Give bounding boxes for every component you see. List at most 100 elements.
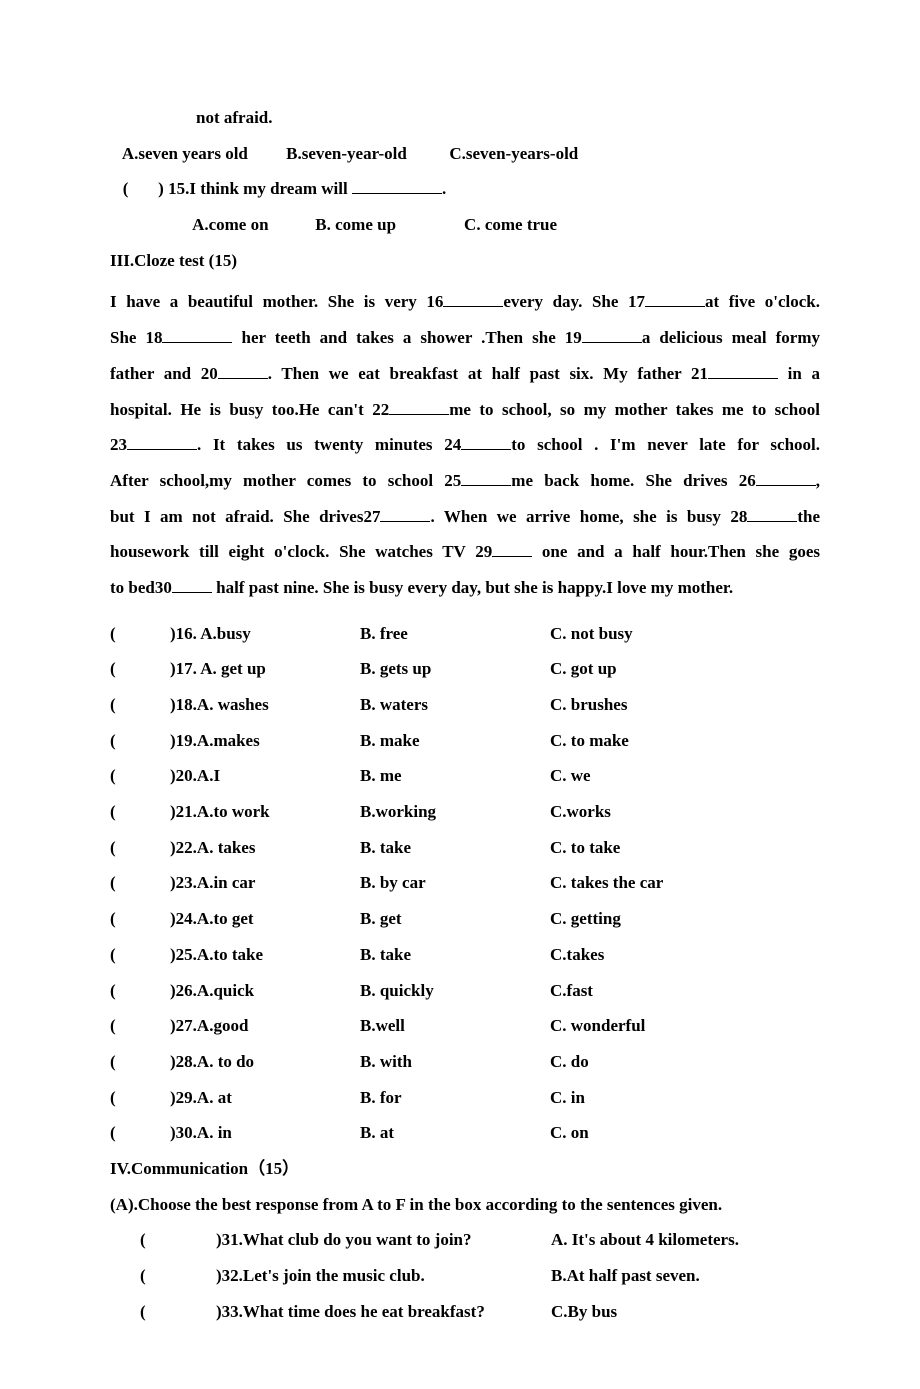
p-l8b: one and a half hour.Then she goes [532, 542, 820, 561]
answer-blank[interactable] [128, 1008, 170, 1044]
option-a: )18.A. washes [170, 687, 360, 723]
option-a: )28.A. to do [170, 1044, 360, 1080]
option-c: C.takes [550, 937, 604, 973]
answer-blank[interactable] [158, 1258, 216, 1294]
fragment-not-afraid: not afraid. [110, 100, 820, 136]
open-paren: ( [110, 651, 128, 687]
p-l3c: in a [778, 364, 820, 383]
q14-c: C.seven-years-old [449, 144, 578, 163]
p-l7b: . When we arrive home, she is busy 28 [430, 507, 747, 526]
open-paren: ( [110, 616, 128, 652]
p-l4a: hospital. He is busy too.He can't 22 [110, 400, 389, 419]
answer-blank[interactable] [128, 687, 170, 723]
option-b: B. make [360, 723, 550, 759]
blank-27[interactable] [380, 521, 430, 522]
blank-30[interactable] [172, 592, 212, 593]
section-iii-title: III.Cloze test (15) [110, 243, 820, 279]
answer-blank[interactable] [128, 830, 170, 866]
blank-28[interactable] [747, 521, 797, 522]
p-l7c: the [797, 507, 820, 526]
blank-22[interactable] [389, 414, 449, 415]
blank-20[interactable] [218, 378, 268, 379]
option-b: B. waters [360, 687, 550, 723]
q15-prefix: ( ) 15.I think my dream will [123, 179, 352, 198]
option-b: B. by car [360, 865, 550, 901]
option-c: C. wonderful [550, 1008, 645, 1044]
p-l6c: , [816, 471, 820, 490]
answer-blank[interactable] [128, 1044, 170, 1080]
option-b: B.well [360, 1008, 550, 1044]
option-c: C. brushes [550, 687, 627, 723]
open-paren: ( [110, 901, 128, 937]
section-iv-title: IV.Communication（15） [110, 1151, 820, 1187]
q15-suffix: . [442, 179, 446, 198]
blank-24[interactable] [461, 449, 511, 450]
cloze-option-row: ()23.A.in carB. by carC. takes the car [110, 865, 820, 901]
option-a: )25.A.to take [170, 937, 360, 973]
p-l5a: 23 [110, 435, 127, 454]
option-c: C. not busy [550, 616, 633, 652]
blank-16[interactable] [443, 306, 503, 307]
option-c: C. in [550, 1080, 585, 1116]
cloze-option-row: ()30.A. inB. atC. on [110, 1115, 820, 1151]
p-l6a: After school,my mother comes to school 2… [110, 471, 461, 490]
p-l1b: every day. She 17 [503, 292, 645, 311]
answer-blank[interactable] [128, 937, 170, 973]
blank-17[interactable] [645, 306, 705, 307]
option-c: C. we [550, 758, 591, 794]
cloze-option-row: ( )18.A. washesB. watersC. brushes [110, 687, 820, 723]
answer-blank[interactable] [128, 651, 170, 687]
blank-18[interactable] [162, 342, 232, 343]
option-b: B. take [360, 830, 550, 866]
open-paren: ( [110, 687, 128, 723]
answer-blank[interactable] [128, 794, 170, 830]
comm-a-instruction: (A).Choose the best response from A to F… [110, 1187, 820, 1223]
option-b: B. quickly [360, 973, 550, 1009]
q14-b: B.seven-year-old [286, 144, 407, 163]
option-a: )24.A.to get [170, 901, 360, 937]
blank-23[interactable] [127, 449, 197, 450]
open-paren: ( [140, 1222, 158, 1258]
blank-25[interactable] [461, 485, 511, 486]
p-l3a: father and 20 [110, 364, 218, 383]
open-paren: ( [110, 1044, 128, 1080]
answer-blank[interactable] [158, 1222, 216, 1258]
option-b: B. take [360, 937, 550, 973]
blank-21[interactable] [708, 378, 778, 379]
p-l1a: I have a beautiful mother. She is very 1… [110, 292, 443, 311]
comm-question: )32.Let's join the music club. [216, 1258, 551, 1294]
q15-blank[interactable] [352, 193, 442, 194]
open-paren: ( [110, 973, 128, 1009]
q14-options: A.seven years old B.seven-year-old C.sev… [110, 136, 820, 172]
option-b: B. gets up [360, 651, 550, 687]
answer-blank[interactable] [128, 723, 170, 759]
option-b: B. with [360, 1044, 550, 1080]
p-l9b: half past nine. She is busy every day, b… [212, 578, 733, 597]
answer-blank[interactable] [128, 1080, 170, 1116]
blank-19[interactable] [582, 342, 642, 343]
option-a: )26.A.quick [170, 973, 360, 1009]
answer-blank[interactable] [128, 901, 170, 937]
blank-29[interactable] [492, 556, 532, 557]
answer-blank[interactable] [128, 1115, 170, 1151]
q15-options: A.come on B. come up C. come true [110, 207, 820, 243]
answer-blank[interactable] [128, 758, 170, 794]
comm-question: )33.What time does he eat breakfast? [216, 1294, 551, 1330]
comm-question: )31.What club do you want to join? [216, 1222, 551, 1258]
answer-blank[interactable] [128, 973, 170, 1009]
comm-answer: B.At half past seven. [551, 1258, 700, 1294]
q14-a: A.seven years old [122, 144, 248, 163]
open-paren: ( [110, 723, 128, 759]
option-b: B. at [360, 1115, 550, 1151]
answer-blank[interactable] [158, 1294, 216, 1330]
cloze-option-row: ()16. A.busyB. freeC. not busy [110, 616, 820, 652]
cloze-option-row: ()28.A. to doB. withC. do [110, 1044, 820, 1080]
p-l2b: her teeth and takes a shower .Then she 1… [232, 328, 581, 347]
open-paren: ( [110, 1080, 128, 1116]
answer-blank[interactable] [128, 616, 170, 652]
answer-blank[interactable] [128, 865, 170, 901]
comm-answer: A. It's about 4 kilometers. [551, 1222, 739, 1258]
cloze-options: ()16. A.busyB. freeC. not busy()17. A. g… [110, 616, 820, 1151]
blank-26[interactable] [756, 485, 816, 486]
p-l9a: to bed30 [110, 578, 172, 597]
